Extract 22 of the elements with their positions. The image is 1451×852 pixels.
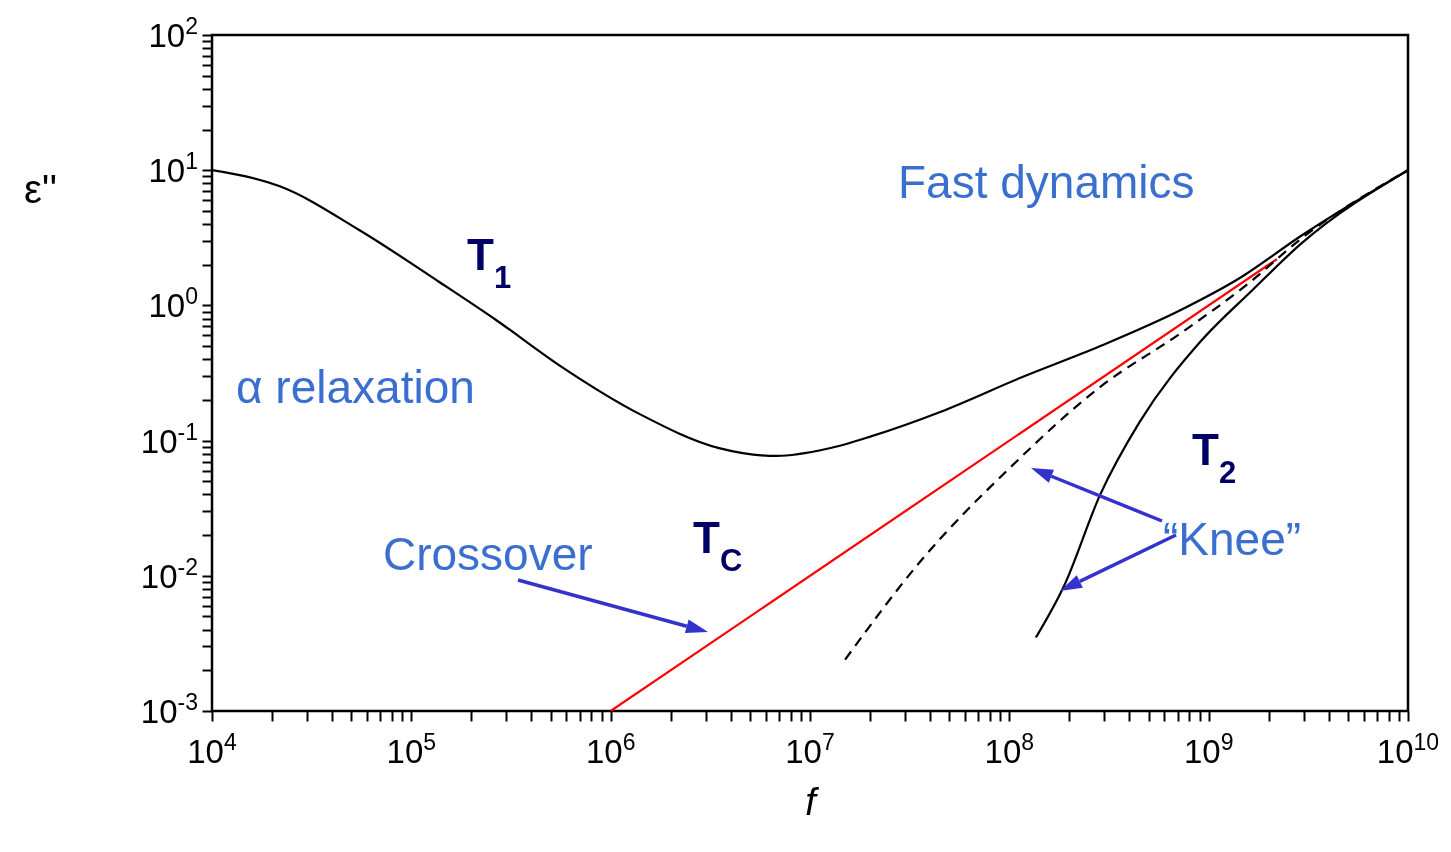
annotation: T$_{2}$ bbox=[1192, 425, 1237, 490]
annotation: Fast dynamics bbox=[898, 156, 1195, 208]
y-tick-label: 10$^{0}$ bbox=[148, 283, 198, 325]
annotation: α relaxation bbox=[236, 361, 475, 413]
y-axis-title: ε'' bbox=[23, 166, 58, 211]
x-tick-label: 10$^{6}$ bbox=[585, 729, 636, 770]
x-tick-label: 10$^{4}$ bbox=[187, 729, 237, 770]
y-tick-label: 10$^{-3}$ bbox=[140, 689, 198, 730]
x-tick-label: 10$^{5}$ bbox=[386, 729, 437, 770]
annotation: Crossover bbox=[383, 528, 593, 580]
y-tick-label: 10$^{-2}$ bbox=[140, 553, 198, 595]
x-tick-label: 10$^{10}$ bbox=[1376, 729, 1440, 770]
x-tick-label: 10$^{9}$ bbox=[1183, 729, 1234, 770]
annotation: T$_{1}$ bbox=[467, 230, 512, 295]
annotation: T$_{C}$ bbox=[693, 513, 743, 578]
y-tick-label: 10$^{-1}$ bbox=[140, 418, 198, 460]
x-tick-label: 10$^{7}$ bbox=[785, 729, 835, 770]
x-tick-label: 10$^{8}$ bbox=[984, 729, 1035, 770]
y-tick-label: 10$^{2}$ bbox=[148, 13, 198, 54]
y-tick-label: 10$^{1}$ bbox=[148, 148, 198, 190]
annotation: “Knee” bbox=[1163, 513, 1302, 565]
x-axis-title: f bbox=[805, 780, 820, 823]
